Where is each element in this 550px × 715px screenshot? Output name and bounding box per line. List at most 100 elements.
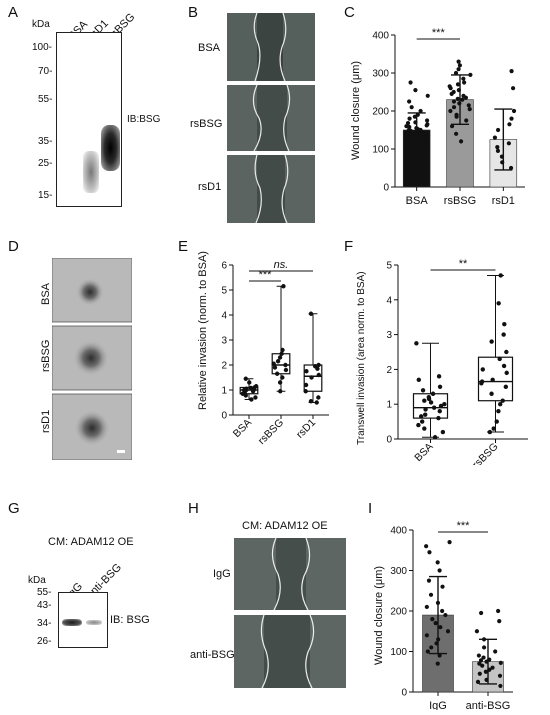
chart-e-data-point	[283, 367, 289, 373]
chart-e-data-point	[308, 311, 314, 316]
chart-c-data-point	[412, 114, 417, 119]
chart-e-data-point	[277, 380, 283, 385]
blot-a-ib-label: IB:BSG	[127, 114, 161, 125]
chart-f-data-point	[426, 395, 432, 400]
chart-c-data-point	[462, 80, 467, 85]
chart-f-data-point	[479, 379, 485, 384]
chart-i-data-point	[497, 673, 503, 678]
chart-f-data-point	[496, 301, 501, 306]
chart-e-data-point	[281, 284, 286, 289]
blot-a-marker-100: 100-	[32, 42, 53, 53]
blot-g-ib-label: IB: BSG	[110, 614, 150, 626]
chart-e-significance-label: ***	[259, 269, 273, 281]
panel-label-f: F	[344, 238, 354, 255]
micrograph-h-cm-label: CM: ADAM12 OE	[242, 520, 328, 532]
panel-label-a: A	[8, 4, 19, 21]
chart-f-data-point	[504, 349, 509, 355]
chart-i-data-point	[493, 649, 498, 654]
chart-i-data-point	[433, 621, 438, 626]
western-blot-a	[56, 32, 122, 207]
chart-c-data-point	[495, 148, 501, 153]
blot-a-band-rsd1	[83, 151, 99, 193]
chart-c-data-point	[454, 112, 459, 117]
western-blot-g	[58, 592, 108, 648]
chart-f-data-point	[501, 363, 507, 369]
chart-f-data-point	[422, 398, 427, 403]
chart-f-ytick-label: 5	[386, 261, 392, 272]
wound-micrographs-h	[234, 538, 346, 688]
chart-c-data-point	[468, 72, 473, 77]
chart-f-data-point	[418, 414, 424, 419]
chart-i-data-point	[477, 661, 482, 666]
chart-i-data-point	[435, 661, 440, 666]
chart-f-ytick-label: 4	[386, 295, 392, 306]
chart-f-data-point	[420, 388, 426, 393]
panel-label-d: D	[8, 238, 19, 255]
chart-e-data-point	[274, 371, 280, 376]
chart-i-data-point	[479, 610, 484, 616]
chart-i-data-point	[440, 584, 445, 589]
spheroid-d-rsbsg	[52, 325, 132, 391]
chart-c-data-point	[413, 88, 418, 93]
blot-a-marker-35: 35-	[38, 136, 53, 147]
chart-c-data-point	[448, 108, 453, 114]
blot-g-band-anti-bsg	[86, 620, 102, 625]
chart-f-data-point	[436, 374, 442, 379]
micrograph-b-rsd1	[227, 154, 315, 223]
chart-c-data-point	[407, 116, 412, 121]
blot-a-unit: kDa	[32, 19, 50, 30]
micrograph-b-label-rsd1: rsD1	[198, 181, 222, 193]
chart-c-data-point	[416, 135, 421, 140]
chart-e-data-point	[244, 386, 249, 391]
chart-e-data-point	[277, 355, 283, 360]
chart-f-data-point	[416, 377, 421, 383]
chart-c-data-point	[461, 93, 466, 98]
panel-label-i: I	[368, 500, 373, 517]
chart-c-data-point	[409, 105, 414, 110]
chart-i-data-point	[475, 679, 481, 684]
chart-c-ylabel: Wound closure (μm)	[350, 60, 362, 160]
chart-c-data-point	[423, 136, 428, 141]
blot-a-marker-15: 15-	[38, 190, 53, 201]
chart-i-ytick-label: 300	[390, 566, 407, 577]
chart-c-data-point	[492, 135, 498, 140]
chart-c-data-point	[408, 143, 413, 148]
chart-c-data-point	[447, 84, 452, 89]
chart-e-xtick-label: rsD1	[294, 417, 318, 441]
chart-i-data-point	[424, 633, 429, 638]
chart-c-data-point	[495, 127, 501, 133]
chart-f-data-point	[489, 391, 494, 396]
chart-c-data-point	[425, 122, 430, 127]
chart-c-ytick-label: 400	[372, 31, 389, 42]
chart-i-data-point	[427, 550, 432, 555]
chart-c-data-point	[456, 67, 461, 72]
chart-c-data-point	[451, 105, 457, 110]
chart-i-data-point	[474, 629, 480, 634]
spheroid-d-label-bsa: BSA	[40, 282, 52, 305]
chart-f-data-point	[502, 321, 507, 327]
chart-c-data-point	[495, 145, 500, 150]
chart-f-data-point	[423, 407, 428, 412]
chart-f-data-point	[437, 384, 443, 389]
chart-i-data-point	[478, 658, 484, 663]
chart-c-data-point	[460, 97, 465, 102]
chart-i-data-point	[483, 669, 488, 674]
chart-e-data-point	[280, 375, 285, 380]
chart-i-data-point	[440, 608, 445, 614]
chart-c-data-point	[424, 118, 430, 123]
chart-c-data-point	[453, 70, 459, 76]
chart-c-data-point	[455, 96, 460, 101]
micrograph-b-label-bsa: BSA	[198, 42, 221, 54]
chart-f-data-point	[480, 367, 485, 372]
chart-f-data-point	[432, 435, 438, 440]
chart-f-data-point	[431, 405, 437, 410]
chart-i-data-point	[481, 645, 487, 650]
chart-i-data-point	[477, 671, 482, 676]
chart-c-data-point	[456, 59, 461, 64]
micrograph-h-anti-bsg	[234, 614, 346, 688]
spheroid-d-label-rsd1: rsD1	[40, 409, 52, 433]
chart-c-ytick-label: 0	[383, 183, 389, 194]
chart-f-data-point	[423, 412, 428, 417]
chart-c-data-point	[467, 107, 472, 112]
chart-e-data-point	[253, 395, 258, 400]
